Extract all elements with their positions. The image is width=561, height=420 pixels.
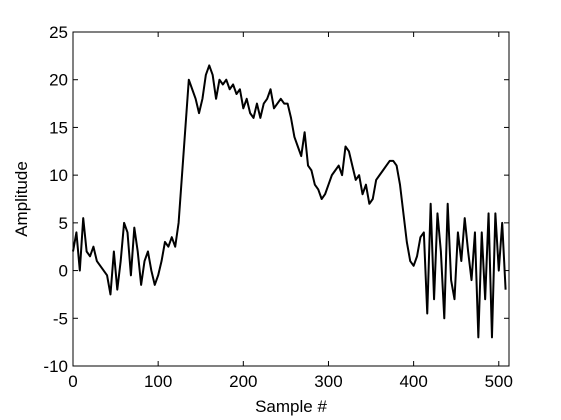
y-tick-label: 15 — [49, 118, 68, 137]
y-tick-label: -5 — [53, 309, 68, 328]
x-tick-label: 500 — [485, 372, 513, 391]
x-tick-label: 300 — [314, 372, 342, 391]
y-tick-label: -10 — [43, 357, 68, 376]
x-axis-label: Sample # — [255, 397, 327, 416]
y-tick-label: 0 — [59, 262, 68, 281]
x-tick-label: 0 — [68, 372, 77, 391]
y-tick-label: 5 — [59, 214, 68, 233]
y-tick-label: 10 — [49, 166, 68, 185]
y-axis-label: Amplitude — [12, 161, 31, 237]
x-tick-label: 200 — [229, 372, 257, 391]
y-tick-label: 25 — [49, 23, 68, 42]
y-tick-label: 20 — [49, 71, 68, 90]
x-tick-label: 400 — [399, 372, 427, 391]
data-line — [72, 64, 507, 339]
x-tick-label: 100 — [144, 372, 172, 391]
plot-area — [72, 31, 510, 367]
